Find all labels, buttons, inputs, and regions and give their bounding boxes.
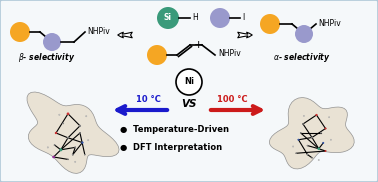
Circle shape [67,112,69,115]
Circle shape [54,144,56,146]
Circle shape [318,147,320,150]
Circle shape [74,161,76,163]
Text: NHPiv: NHPiv [87,27,110,35]
Circle shape [47,147,48,148]
Circle shape [300,132,302,134]
Polygon shape [27,92,119,173]
Circle shape [67,159,69,160]
Circle shape [307,145,308,146]
Text: I: I [242,13,244,23]
Text: $\beta$- selectivity: $\beta$- selectivity [18,52,76,64]
Circle shape [67,137,69,139]
Text: $\alpha$- selectivity: $\alpha$- selectivity [273,52,331,64]
Text: +: + [193,40,203,50]
Circle shape [79,125,81,127]
Circle shape [302,123,304,125]
Circle shape [10,22,30,42]
Text: ●  Temperature-Driven: ● Temperature-Driven [120,126,229,134]
Circle shape [59,148,62,151]
Circle shape [52,156,55,158]
Circle shape [296,153,297,154]
Circle shape [55,132,57,134]
Circle shape [84,154,85,155]
Circle shape [311,137,313,138]
Circle shape [87,140,89,141]
Circle shape [293,146,294,147]
Circle shape [59,114,60,115]
Circle shape [330,139,332,140]
Circle shape [324,127,327,130]
Text: 10 °C: 10 °C [136,96,160,104]
Circle shape [318,159,319,161]
Circle shape [81,141,84,144]
Circle shape [322,142,324,144]
Circle shape [74,147,76,148]
Circle shape [297,139,299,141]
Circle shape [311,157,313,159]
Text: VS: VS [181,99,197,109]
Circle shape [79,132,81,134]
Circle shape [315,114,318,116]
Circle shape [320,132,322,134]
Text: ●  DFT Interpretation: ● DFT Interpretation [120,143,222,153]
Circle shape [328,117,330,118]
Circle shape [295,25,313,43]
Circle shape [324,150,327,152]
Text: NHPiv: NHPiv [318,19,341,27]
Text: 100 °C: 100 °C [217,96,247,104]
Text: Si: Si [164,13,172,23]
Circle shape [303,115,305,116]
Circle shape [307,154,308,155]
Circle shape [260,14,280,34]
Circle shape [72,154,74,156]
Circle shape [176,69,202,95]
Text: NHPiv: NHPiv [218,50,241,58]
Circle shape [62,122,64,124]
Circle shape [157,7,179,29]
Circle shape [85,116,87,117]
Polygon shape [270,98,354,169]
Text: H: H [192,13,198,23]
Text: Ni: Ni [184,78,194,86]
Circle shape [210,8,230,28]
Circle shape [147,45,167,65]
Circle shape [43,33,61,51]
